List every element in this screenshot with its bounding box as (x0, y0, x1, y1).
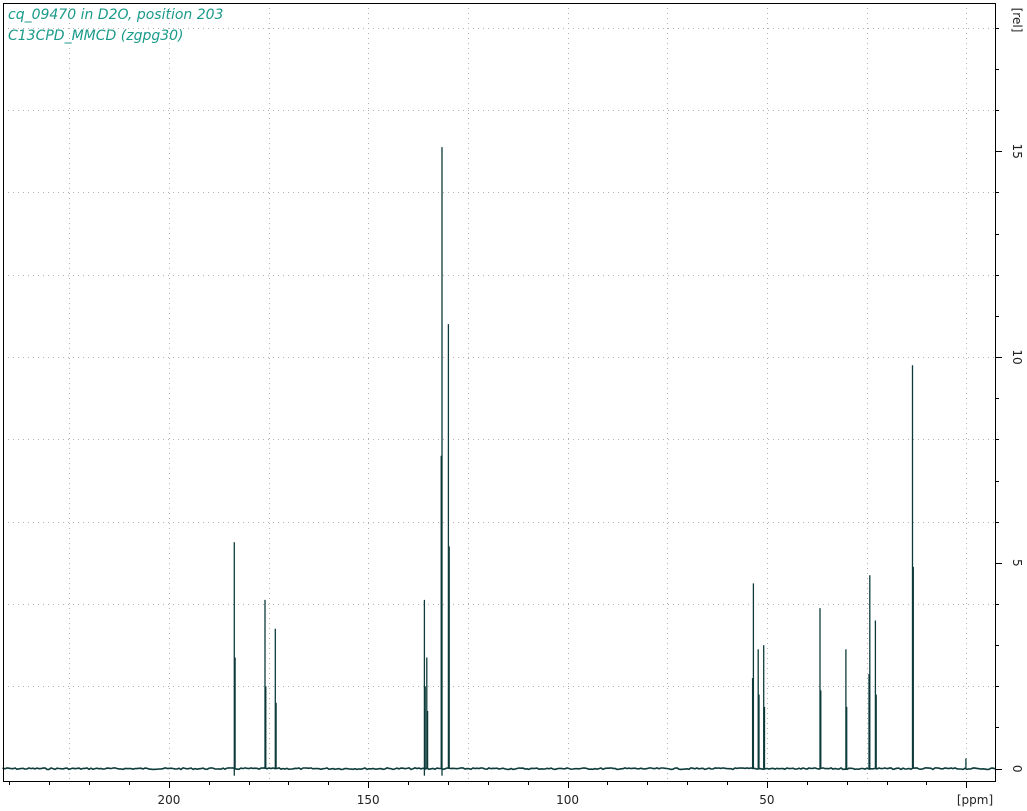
y-tick-label: 5 (1010, 559, 1024, 567)
axes: 200 150 100 50 [ppm] 0 5 10 15 [rel] (9, 8, 1024, 807)
spectrum-subtitle: C13CPD_MMCD (zgpg30) (8, 28, 184, 44)
plot-border (3, 3, 996, 782)
x-tick-label: 100 (556, 793, 579, 807)
plot-frame (3, 3, 996, 782)
spectrum-trace (2, 147, 996, 776)
grid (3, 3, 995, 781)
x-tick-label: 150 (357, 793, 380, 807)
x-tick-label: 200 (157, 793, 180, 807)
y-axis-label: [rel] (1010, 8, 1024, 33)
y-tick-label: 0 (1010, 765, 1024, 773)
x-tick-label: 50 (759, 793, 774, 807)
y-tick-label: 15 (1010, 144, 1024, 159)
spectrum-baseline (2, 767, 996, 771)
x-axis-label: [ppm] (957, 793, 993, 807)
y-tick-label: 10 (1010, 349, 1024, 364)
